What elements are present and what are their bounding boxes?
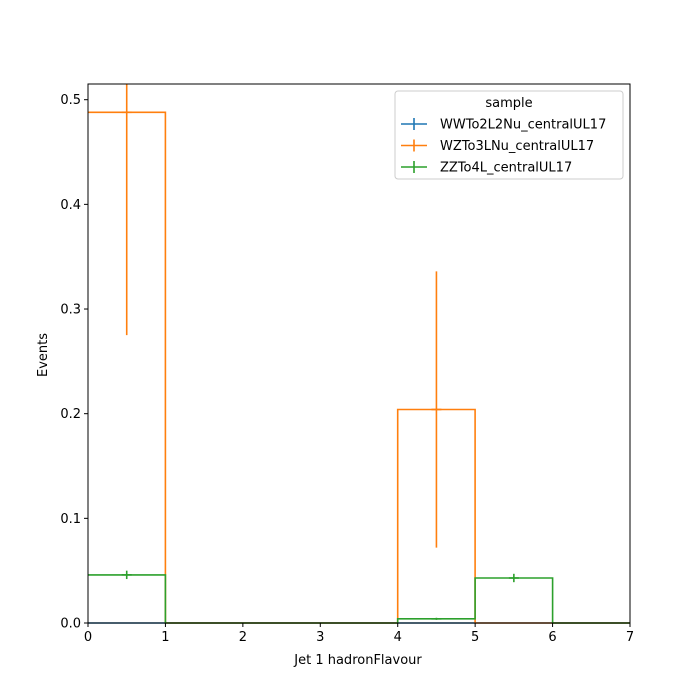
- x-axis: 0 1 2 3 4 5 6 7: [84, 623, 634, 645]
- legend-item: ZZTo4L_centralUL17: [401, 161, 572, 176]
- y-tick-label: 0.0: [60, 617, 81, 632]
- legend: sample WWTo2L2Nu_centralUL17 WZTo3LNu_cent…: [394, 90, 624, 180]
- y-tick-label: 0.2: [60, 407, 81, 422]
- y-tick-label: 0.5: [60, 93, 81, 108]
- y-tick-label: 0.3: [60, 303, 81, 318]
- error-bar: [121, 570, 132, 580]
- x-tick-label: 4: [394, 630, 402, 645]
- plot-frame: [87, 83, 631, 624]
- plot-area: [87, 83, 631, 624]
- legend-label: ZZTo4L_centralUL17: [440, 161, 572, 176]
- x-tick-label: 5: [471, 630, 479, 645]
- series-line-1: [88, 111, 630, 624]
- x-tick-label: 1: [161, 630, 169, 645]
- error-bar: [431, 271, 442, 548]
- x-tick-label: 0: [84, 630, 92, 645]
- series-line-2: [88, 574, 630, 624]
- legend-item: WZTo3LNu_centralUL17: [401, 139, 594, 154]
- x-axis-label: Jet 1 hadronFlavour: [293, 653, 422, 668]
- legend-box: [394, 90, 624, 180]
- legend-label: WWTo2L2Nu_centralUL17: [440, 118, 606, 133]
- y-tick-label: 0.4: [60, 198, 81, 213]
- y-axis-label: Events: [36, 333, 51, 377]
- y-tick-label: 0.1: [60, 512, 81, 527]
- legend-label: WZTo3LNu_centralUL17: [440, 139, 594, 154]
- x-tick-label: 2: [239, 630, 247, 645]
- legend-item: WWTo2L2Nu_centralUL17: [401, 118, 606, 133]
- legend-title: sample: [485, 96, 532, 111]
- error-bar: [508, 573, 519, 583]
- error-bar: [431, 617, 442, 620]
- x-tick-label: 6: [548, 630, 556, 645]
- x-tick-label: 7: [626, 630, 634, 645]
- y-axis: 0.0 0.1 0.2 0.3 0.4 0.5: [60, 93, 88, 632]
- error-bar: [121, 84, 132, 336]
- x-tick-label: 3: [316, 630, 324, 645]
